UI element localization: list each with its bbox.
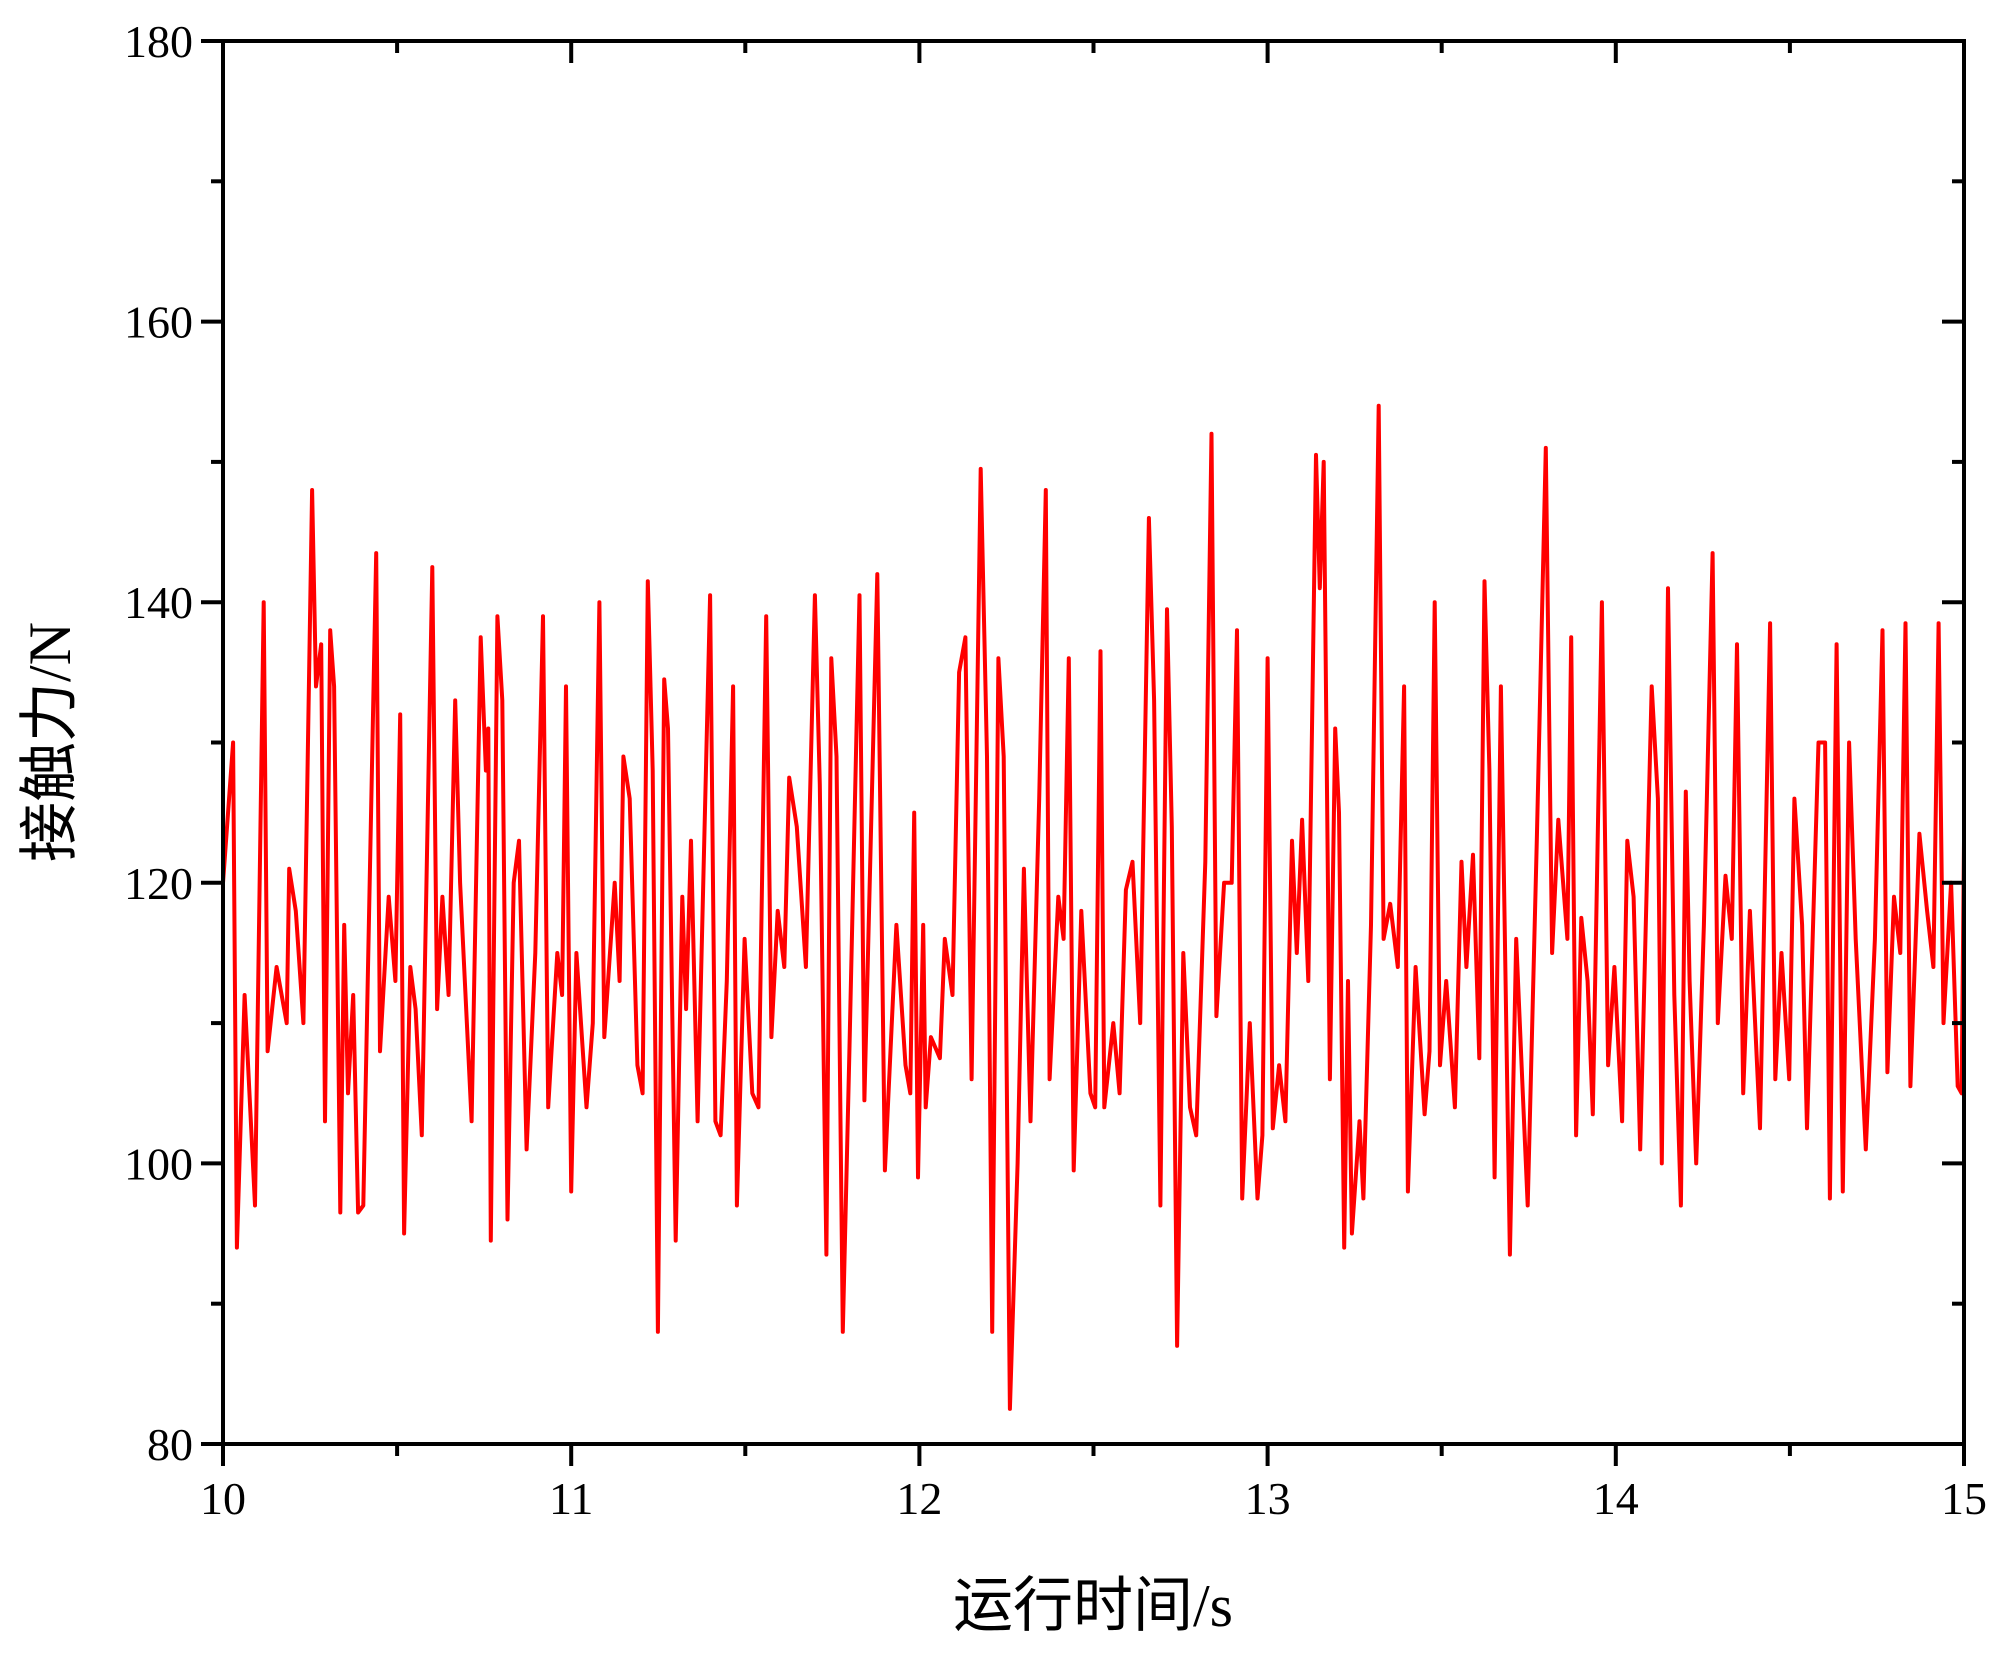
y-tick-label: 120 [124, 858, 193, 909]
y-axis-label: 接触力/N [17, 622, 83, 862]
x-tick-label: 10 [200, 1473, 246, 1524]
data-line [221, 403, 1966, 1411]
x-tick-label: 13 [1245, 1473, 1291, 1524]
x-tick-label: 14 [1593, 1473, 1639, 1524]
y-tick-label: 160 [124, 297, 193, 348]
y-tick-label: 100 [124, 1138, 193, 1189]
x-tick-label: 15 [1941, 1473, 1987, 1524]
y-tick-label: 140 [124, 577, 193, 628]
y-tick-label: 80 [147, 1419, 193, 1470]
x-axis-label: 运行时间/s [953, 1573, 1233, 1639]
y-tick-label: 180 [124, 16, 193, 67]
x-tick-label: 11 [549, 1473, 593, 1524]
x-tick-label: 12 [896, 1473, 942, 1524]
